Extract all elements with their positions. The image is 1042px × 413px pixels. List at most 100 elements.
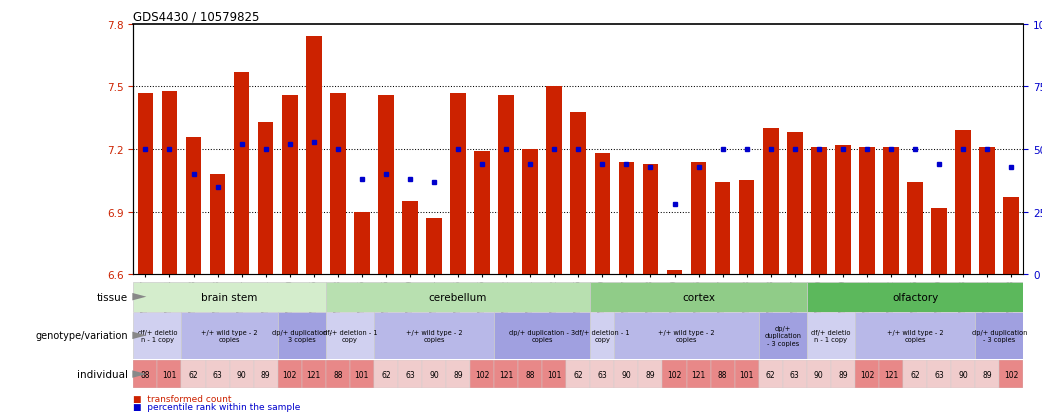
- Bar: [306, 37, 322, 275]
- Text: 102: 102: [667, 370, 681, 379]
- Bar: [787, 133, 802, 275]
- Text: 88: 88: [525, 370, 535, 379]
- Bar: [133, 312, 181, 359]
- Bar: [811, 147, 826, 275]
- Text: 88: 88: [718, 370, 727, 379]
- Bar: [687, 360, 711, 388]
- Bar: [807, 282, 1023, 312]
- Bar: [667, 271, 683, 275]
- Text: ■  percentile rank within the sample: ■ percentile rank within the sample: [133, 402, 301, 411]
- Bar: [518, 360, 542, 388]
- Bar: [209, 175, 225, 275]
- Bar: [591, 360, 615, 388]
- Bar: [282, 95, 298, 275]
- Bar: [446, 360, 470, 388]
- Text: individual: individual: [77, 369, 128, 379]
- Bar: [807, 312, 854, 359]
- Bar: [566, 360, 591, 388]
- Text: +/+ wild type - 2
copies: +/+ wild type - 2 copies: [887, 329, 943, 342]
- Text: 121: 121: [884, 370, 898, 379]
- Bar: [157, 360, 181, 388]
- Bar: [374, 312, 494, 359]
- Bar: [474, 152, 490, 275]
- Bar: [546, 87, 562, 275]
- Bar: [422, 360, 446, 388]
- Bar: [975, 360, 999, 388]
- Bar: [595, 154, 611, 275]
- Bar: [354, 212, 370, 275]
- Bar: [233, 73, 249, 275]
- Text: dp/+ duplication -
3 copies: dp/+ duplication - 3 copies: [272, 329, 331, 342]
- Text: 102: 102: [860, 370, 874, 379]
- Bar: [859, 147, 874, 275]
- Bar: [591, 282, 807, 312]
- Text: 63: 63: [790, 370, 799, 379]
- Bar: [138, 93, 153, 275]
- Bar: [229, 360, 253, 388]
- Bar: [374, 360, 398, 388]
- Text: 63: 63: [935, 370, 944, 379]
- Text: 62: 62: [766, 370, 775, 379]
- Text: df/+ deletion - 1
copy: df/+ deletion - 1 copy: [575, 329, 629, 342]
- Bar: [402, 202, 418, 275]
- Bar: [1003, 197, 1019, 275]
- Text: 90: 90: [429, 370, 439, 379]
- Bar: [205, 360, 229, 388]
- Text: 63: 63: [213, 370, 222, 379]
- Bar: [643, 164, 659, 275]
- Bar: [162, 91, 177, 275]
- Bar: [711, 360, 735, 388]
- Bar: [879, 360, 903, 388]
- Bar: [903, 360, 927, 388]
- Bar: [470, 360, 494, 388]
- Text: +/+ wild type - 2
copies: +/+ wild type - 2 copies: [659, 329, 715, 342]
- Bar: [591, 312, 615, 359]
- Text: df/+ deletion - 1
copy: df/+ deletion - 1 copy: [323, 329, 377, 342]
- Bar: [522, 150, 538, 275]
- Bar: [783, 360, 807, 388]
- Text: df/+ deletio
n - 1 copy: df/+ deletio n - 1 copy: [138, 329, 177, 342]
- Bar: [498, 95, 514, 275]
- Text: 62: 62: [381, 370, 391, 379]
- Bar: [956, 131, 971, 275]
- Text: 101: 101: [547, 370, 562, 379]
- Bar: [854, 312, 975, 359]
- Bar: [739, 181, 754, 275]
- Bar: [763, 129, 778, 275]
- Bar: [759, 312, 807, 359]
- Bar: [398, 360, 422, 388]
- Bar: [854, 360, 879, 388]
- Bar: [253, 360, 277, 388]
- Text: 102: 102: [1004, 370, 1018, 379]
- Text: 89: 89: [260, 370, 271, 379]
- Bar: [999, 360, 1023, 388]
- Bar: [663, 360, 687, 388]
- Bar: [330, 93, 346, 275]
- Bar: [715, 183, 730, 275]
- Text: 63: 63: [405, 370, 415, 379]
- Bar: [181, 360, 205, 388]
- Text: GDS4430 / 10579825: GDS4430 / 10579825: [133, 11, 259, 24]
- Text: 90: 90: [959, 370, 968, 379]
- Bar: [639, 360, 663, 388]
- Text: 90: 90: [621, 370, 631, 379]
- Bar: [302, 360, 326, 388]
- Text: 89: 89: [983, 370, 992, 379]
- Bar: [450, 93, 466, 275]
- Bar: [326, 312, 374, 359]
- Text: brain stem: brain stem: [201, 292, 257, 302]
- Text: 89: 89: [453, 370, 463, 379]
- Bar: [908, 183, 923, 275]
- Text: dp/+
duplication
- 3 copies: dp/+ duplication - 3 copies: [764, 325, 801, 346]
- Text: genotype/variation: genotype/variation: [35, 330, 128, 341]
- Bar: [615, 360, 639, 388]
- Bar: [378, 95, 394, 275]
- Text: 121: 121: [692, 370, 705, 379]
- Bar: [133, 282, 326, 312]
- Text: df/+ deletio
n - 1 copy: df/+ deletio n - 1 copy: [811, 329, 850, 342]
- Text: 62: 62: [573, 370, 584, 379]
- Bar: [975, 312, 1023, 359]
- Bar: [185, 137, 201, 275]
- Bar: [830, 360, 854, 388]
- Text: 89: 89: [646, 370, 655, 379]
